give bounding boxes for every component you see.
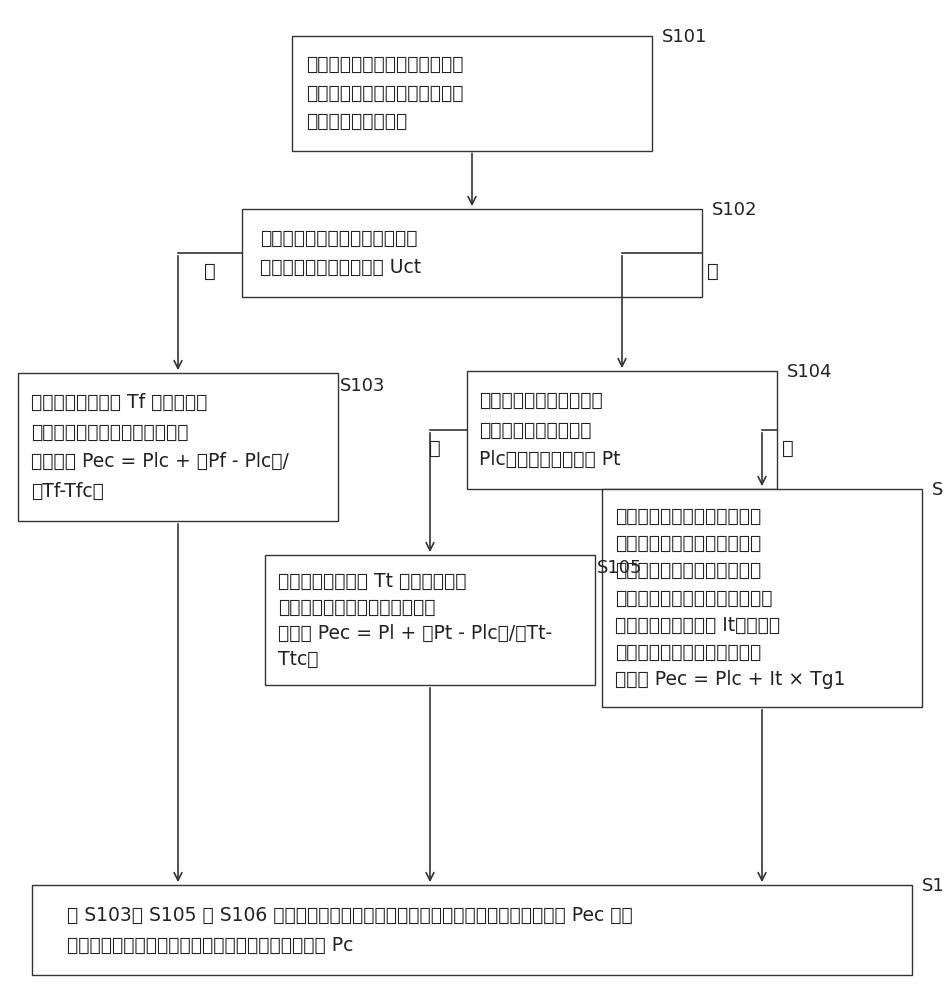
- Text: 计算本次电量估算周期开始时: 计算本次电量估算周期开始时: [615, 507, 760, 526]
- Text: 时所保存的电池电压: 时所保存的电池电压: [306, 112, 407, 131]
- Text: 算本次电量估算周期结束时电: 算本次电量估算周期结束时电: [615, 643, 760, 662]
- Text: S106: S106: [931, 481, 944, 499]
- Text: 判断上一电量估算周期结: 判断上一电量估算周期结: [479, 391, 602, 410]
- Text: 电池电压和上一电量估算周期: 电池电压和上一电量估算周期: [615, 534, 760, 553]
- Text: 是: 是: [429, 438, 440, 458]
- Text: S101: S101: [662, 27, 707, 45]
- Bar: [601, 489, 921, 707]
- Text: 设定第二定时时间 Tt 并计时，同时: 设定第二定时时间 Tt 并计时，同时: [278, 572, 466, 590]
- Text: 设定第一定时时间 Tf 并计时，同: 设定第一定时时间 Tf 并计时，同: [31, 393, 207, 412]
- Text: Plc是否大于阈值电量 Pt: Plc是否大于阈值电量 Pt: [479, 450, 620, 469]
- Text: 否: 否: [706, 261, 718, 280]
- Text: 对 S103、 S105 和 S106 中任一步骤所得的本次电量估算周期结束时的电池估算电量 Pec 进行: 对 S103、 S105 和 S106 中任一步骤所得的本次电量估算周期结束时的…: [67, 906, 632, 924]
- Text: （Tf-Tfc）: （Tf-Tfc）: [31, 482, 104, 501]
- Text: 时估算本次电量估算周期结束时: 时估算本次电量估算周期结束时: [31, 423, 188, 442]
- Text: S104: S104: [786, 363, 832, 381]
- Text: 电池电量 Pec = Plc + （Pf - Plc）/: 电池电量 Pec = Plc + （Pf - Plc）/: [31, 452, 288, 471]
- Text: 结束时所保存的电池电压的电: 结束时所保存的电池电压的电: [615, 561, 760, 580]
- Text: S105: S105: [597, 559, 642, 577]
- Text: 估算本次电量估算周期结束时电: 估算本次电量估算周期结束时电: [278, 597, 435, 616]
- Text: S102: S102: [711, 201, 757, 219]
- Text: 池电压和上一电量估算周期结束: 池电压和上一电量估算周期结束: [306, 84, 464, 103]
- Text: 池电量 Pec = Plc + It × Tg1: 池电量 Pec = Plc + It × Tg1: [615, 670, 844, 689]
- Text: Ttc）: Ttc）: [278, 650, 318, 668]
- Text: S107: S107: [921, 877, 944, 895]
- Text: 池电量 Pec = Pl + （Pt - Plc）/（Tt-: 池电量 Pec = Pl + （Pt - Plc）/（Tt-: [278, 624, 551, 643]
- Text: 否: 否: [782, 438, 793, 458]
- Text: 采集本次电量估算周期开始时电: 采集本次电量估算周期开始时电: [306, 55, 464, 74]
- Text: 压差，并根据该电压差查询电压: 压差，并根据该电压差查询电压: [615, 588, 771, 607]
- Text: 差值表获得估算电流 It，同时估: 差值表获得估算电流 It，同时估: [615, 616, 779, 635]
- Text: 束时所保存的电池电量: 束时所保存的电池电量: [479, 420, 591, 440]
- Bar: [32, 885, 911, 975]
- Bar: [18, 373, 338, 521]
- Bar: [264, 555, 595, 685]
- Text: 是: 是: [204, 261, 215, 280]
- Text: 判断本次电量估算周期开始时电: 判断本次电量估算周期开始时电: [261, 229, 417, 248]
- Text: 池电压是否大于阈值电压 Uct: 池电压是否大于阈值电压 Uct: [261, 258, 421, 277]
- Bar: [466, 371, 776, 489]
- Bar: [292, 35, 651, 150]
- Bar: [242, 209, 701, 297]
- Text: S103: S103: [340, 377, 385, 395]
- Text: 平滑处理，获得本次电量估算周期结束时的电池电量 Pc: 平滑处理，获得本次电量估算周期结束时的电池电量 Pc: [67, 936, 353, 954]
